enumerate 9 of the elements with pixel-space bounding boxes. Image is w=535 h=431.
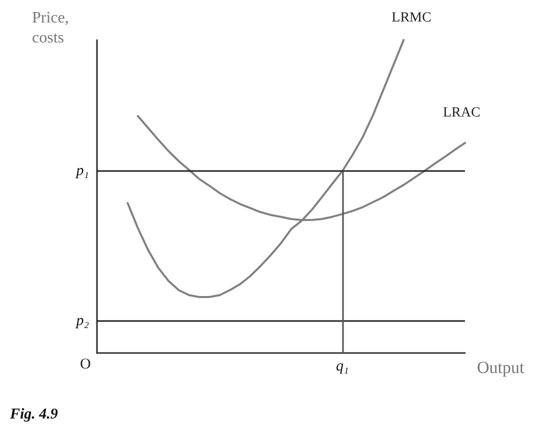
y-axis-title: Price, costs [32, 10, 69, 46]
ref-line-label: p₁ [75, 163, 89, 180]
caption: Fig. 4.9 [9, 406, 58, 422]
text: O [80, 356, 91, 372]
x-axis-title: Output [477, 358, 524, 377]
text: q₁ [336, 358, 349, 374]
ref-line-label: p₂ [75, 313, 89, 330]
series-label: LRMC [392, 10, 432, 26]
series-label: LRAC [443, 105, 480, 120]
